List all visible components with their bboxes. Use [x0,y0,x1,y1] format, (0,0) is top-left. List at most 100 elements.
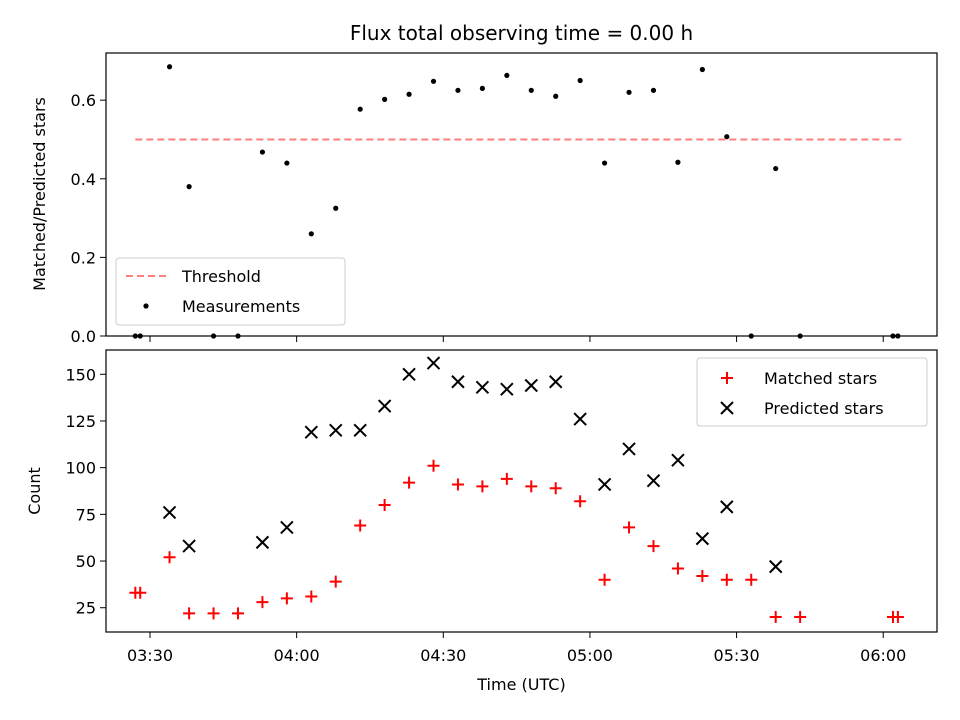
matched-star-point [549,482,562,495]
measurement-point [357,106,363,112]
matched-star-point [794,611,807,624]
measurement-point [553,93,559,99]
x-tick-label: 06:00 [860,646,906,665]
predicted-legend-label: Predicted stars [764,399,884,418]
count-y-tick-label: 150 [65,365,96,384]
measurement-point [186,184,192,190]
count-y-tick-label: 25 [76,599,96,618]
predicted-star-point [329,423,343,438]
matched-star-point [183,607,196,620]
ratio-legend-box [115,257,346,326]
predicted-star-point [768,559,783,574]
measurement-point [455,87,461,93]
count-legend: Matched stars Predicted stars [696,357,928,427]
matched-legend-swatch [721,372,733,384]
ratio-legend: Threshold Measurements [115,257,346,326]
predicted-star-point [402,367,416,381]
predicted-star-point [182,539,196,553]
matched-star-point [745,573,758,586]
predicted-star-point [162,505,177,520]
predicted-star-point [597,477,612,492]
predicted-star-point [426,356,441,370]
measurement-point [675,159,681,165]
ratio-y-tick-label: 0.0 [71,327,96,346]
x-tick-label: 05:30 [714,646,760,665]
matched-star-point [378,499,391,512]
ratio-y-axis: 0.0 0.2 0.4 0.6 [71,91,106,346]
measurement-point [333,205,339,211]
count-legend-box [696,357,928,427]
matched-star-point [720,573,733,586]
matched-star-point [476,480,489,493]
ratio-axes-frame [105,52,938,337]
count-x-axis: 03:30 04:00 04:30 05:00 05:30 06:00 [127,632,906,665]
matched-star-point [163,551,176,564]
count-y-tick-label: 100 [65,459,96,478]
measurement-point [166,64,173,70]
predicted-star-point [475,380,490,395]
matched-star-point [891,611,904,624]
matched-star-point [647,540,660,553]
count-y-tick-label: 75 [76,505,96,524]
measurement-point [284,160,290,166]
ratio-y-tick-label: 0.2 [71,248,96,267]
predicted-star-point [573,412,587,426]
measurement-point [479,85,485,91]
measurement-point [650,87,657,93]
ratio-plot-area [132,64,903,339]
predicted-star-point [500,382,514,396]
predicted-star-point [695,531,710,546]
matched-star-point [256,596,269,609]
count-y-axis-label: Count [25,467,44,515]
count-y-tick-label: 125 [65,412,96,431]
matched-star-point [329,575,342,588]
measurement-point [724,134,730,140]
threshold-legend-label: Threshold [181,267,261,286]
predicted-star-point [720,500,734,514]
measurements-legend-swatch [143,303,149,309]
ratio-y-axis-label: Matched/Predicted stars [30,97,49,291]
measurement-point [699,66,705,73]
x-tick-label: 04:30 [420,646,466,665]
matched-star-point [280,592,293,605]
matched-star-point [427,459,440,472]
predicted-star-point [549,375,563,389]
measurement-point [773,165,779,172]
predicted-star-point [304,425,319,439]
predicted-star-point [255,535,270,550]
x-tick-label: 05:00 [567,646,613,665]
matched-star-point [598,573,611,586]
matched-star-point [769,611,782,624]
ratio-panel: Flux total observing time = 0.00 h Match… [30,21,938,346]
count-y-axis: 25 50 75 100 125 150 [65,365,106,618]
predicted-star-point [646,474,661,488]
x-tick-label: 04:00 [274,646,320,665]
ratio-y-tick-label: 0.4 [71,170,96,189]
chart-title: Flux total observing time = 0.00 h [350,21,693,45]
predicted-star-point [524,378,538,393]
measurement-point [577,77,583,84]
matched-star-point [500,472,513,485]
predicted-star-point [353,423,367,438]
measurement-point [528,87,534,93]
matched-star-point [671,562,684,575]
measurement-point [259,149,266,155]
x-tick-label: 03:30 [127,646,173,665]
matched-star-point [574,495,587,508]
ratio-x-axis-ticks [149,336,884,342]
matched-star-point [231,607,244,620]
predicted-star-point [377,399,392,413]
matched-star-point [134,586,147,599]
predicted-star-point [622,442,636,456]
count-panel: Count Time (UTC) 25 50 75 100 125 150 03:30 04… [25,349,938,694]
matched-star-point [207,607,220,620]
count-plot-area [129,356,904,624]
measurement-point [382,96,388,102]
measurement-point [626,89,632,95]
matched-star-point [451,478,464,491]
measurement-point [602,160,608,166]
matched-star-point [354,519,367,532]
count-axes-frame [105,349,938,633]
matched-star-point [305,590,318,603]
